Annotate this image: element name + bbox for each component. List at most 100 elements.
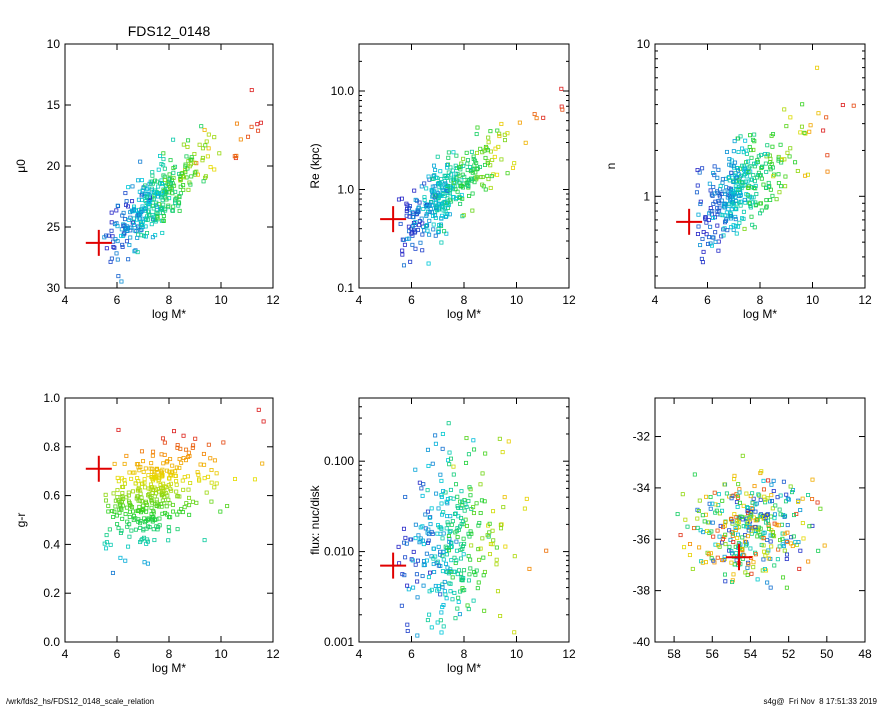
data-point (155, 215, 160, 220)
data-point (775, 557, 780, 562)
data-point (474, 150, 479, 155)
data-point (104, 546, 109, 551)
y-tick-label: 0.0 (43, 635, 60, 649)
data-point (439, 610, 444, 615)
data-point (446, 548, 451, 553)
data-point (726, 202, 731, 207)
data-point (776, 172, 781, 177)
data-point (436, 506, 441, 511)
plot-frame (64, 397, 274, 643)
data-point (787, 154, 792, 159)
data-point (502, 138, 507, 143)
data-point (429, 587, 434, 592)
data-point (784, 124, 789, 129)
plot-frame (64, 43, 274, 289)
data-point (731, 149, 736, 154)
data-point (788, 484, 793, 489)
data-point (141, 469, 146, 474)
data-point (443, 652, 446, 655)
data-point (424, 224, 429, 229)
data-point (492, 154, 497, 159)
data-point (459, 571, 464, 576)
data-point (462, 588, 467, 593)
data-point (415, 579, 420, 584)
data-point (165, 493, 170, 498)
data-point (450, 597, 455, 602)
data-point (726, 175, 731, 180)
data-point (737, 500, 742, 505)
data-point (779, 184, 784, 189)
data-point (184, 154, 189, 159)
data-point (130, 489, 135, 494)
data-point (427, 209, 432, 214)
data-point (160, 230, 165, 235)
data-point (473, 170, 478, 175)
data-point (154, 200, 159, 205)
data-point (790, 544, 795, 549)
data-point (771, 533, 776, 538)
data-point (697, 498, 702, 503)
data-point (131, 207, 136, 212)
data-point (414, 572, 419, 577)
data-point (129, 225, 134, 230)
data-point (799, 124, 804, 129)
data-point (431, 556, 436, 561)
x-tick-label: 10 (214, 647, 228, 661)
data-point (702, 519, 707, 524)
data-point (711, 558, 716, 563)
data-point (110, 509, 115, 514)
data-point (249, 88, 254, 93)
data-point (703, 215, 708, 220)
data-point (164, 468, 169, 473)
data-point (474, 175, 479, 180)
data-point (458, 524, 463, 529)
y-tick-label: 0.1 (337, 281, 354, 295)
data-point (737, 220, 742, 225)
data-point (719, 198, 724, 203)
data-point (731, 164, 736, 169)
data-point (460, 214, 465, 219)
data-point (486, 135, 491, 140)
data-point (748, 133, 753, 138)
plot-frame (358, 43, 570, 289)
data-point (205, 154, 210, 159)
data-point (116, 274, 121, 279)
data-point (429, 200, 434, 205)
data-point (482, 569, 487, 574)
data-point (798, 508, 803, 513)
data-point (108, 259, 113, 264)
data-point (708, 188, 713, 193)
data-point (162, 452, 167, 457)
data-point (447, 581, 452, 586)
data-point (768, 539, 773, 544)
data-point (407, 236, 412, 241)
data-point (177, 208, 182, 213)
data-point (715, 212, 720, 217)
data-point (769, 544, 774, 549)
data-point (189, 174, 194, 179)
data-point (766, 556, 771, 561)
data-point (715, 175, 720, 180)
data-point (754, 192, 759, 197)
data-point (464, 150, 469, 155)
data-point (182, 475, 187, 480)
data-point (142, 477, 147, 482)
data-point (200, 155, 205, 160)
data-point (409, 231, 414, 236)
data-point (126, 544, 131, 549)
data-point (752, 139, 757, 144)
data-point (144, 509, 149, 514)
data-point (157, 523, 162, 528)
data-point (782, 107, 787, 112)
data-point (124, 505, 129, 510)
y-tick-label: 15 (47, 98, 61, 112)
data-point (122, 461, 127, 466)
data-point (118, 495, 123, 500)
data-point (440, 446, 445, 451)
data-point (135, 213, 140, 218)
data-point (503, 544, 508, 549)
data-point (106, 233, 111, 238)
data-point (145, 186, 150, 191)
data-point (736, 482, 741, 487)
data-point (510, 165, 515, 170)
